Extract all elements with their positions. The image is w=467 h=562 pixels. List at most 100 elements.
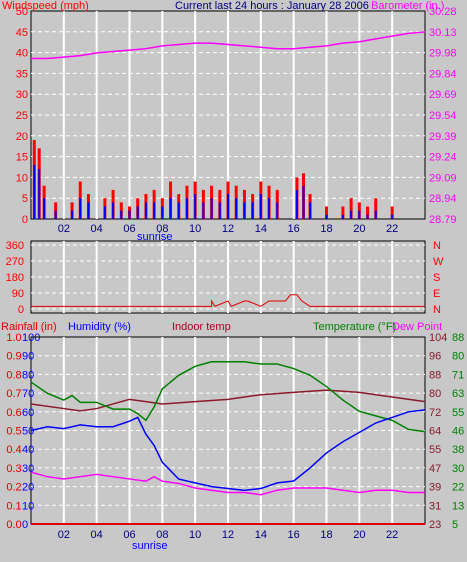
x-tick-label: 08 <box>156 223 168 235</box>
wind-average-bar <box>144 202 147 219</box>
wind-average-bar <box>325 214 328 219</box>
wind-average-bar <box>350 210 353 219</box>
rainfall-y-tick-label: 0.7 <box>6 388 21 400</box>
rainfall-y-tick-label: 0.2 <box>6 482 21 494</box>
indoor-y-tick-label: 31 <box>429 500 441 512</box>
wind-average-bar <box>374 210 377 219</box>
wind-average-bar <box>79 198 82 219</box>
wind-average-bar <box>153 202 156 219</box>
x-tick-label: 10 <box>189 223 201 235</box>
rainfall-axis-title: Rainfall (in) <box>1 321 57 333</box>
temperature-y-tick-label: 71 <box>452 369 464 381</box>
temperature-y-tick-label: 5 <box>452 519 458 531</box>
compass-tick-label: W <box>433 256 444 268</box>
wind-average-bar <box>54 210 57 219</box>
direction-y-tick-label: 270 <box>6 256 24 268</box>
x-tick-label: 02 <box>58 529 70 541</box>
wind-gust-bar <box>374 198 378 219</box>
wind-average-bar <box>218 202 221 219</box>
wind-average-bar <box>268 198 271 219</box>
humidity-y-tick-label: 50 <box>22 426 34 438</box>
temperature-y-tick-label: 55 <box>452 407 464 419</box>
wind-gust-bar <box>325 206 328 219</box>
wind-average-bar <box>112 202 115 219</box>
temperature-y-tick-label: 80 <box>452 351 464 363</box>
x-tick-label: 12 <box>222 529 234 541</box>
humidity-y-tick-label: 100 <box>22 332 40 344</box>
humidity-y-tick-label: 10 <box>22 500 34 512</box>
wind-gust-bar <box>390 206 394 219</box>
indoor-y-tick-label: 96 <box>429 351 441 363</box>
humidity-y-tick-label: 40 <box>22 444 34 456</box>
x-tick-label: 10 <box>189 529 201 541</box>
x-tick-label: 04 <box>91 223 103 235</box>
barometer-y-tick-label: 29.69 <box>429 89 457 101</box>
wind-average-bar <box>38 169 41 219</box>
humidity-y-tick-label: 80 <box>22 369 34 381</box>
rainfall-y-tick-label: 0.8 <box>6 369 21 381</box>
x-tick-label: 18 <box>320 223 332 235</box>
dewpoint-axis-title: Dew Point <box>392 321 442 333</box>
rainfall-y-tick-label: 0.0 <box>6 519 21 531</box>
wind-average-bar <box>366 214 369 219</box>
barometer-y-tick-label: 30.28 <box>429 6 457 18</box>
x-tick-label: 16 <box>288 529 300 541</box>
compass-tick-label: E <box>433 288 440 300</box>
rainfall-y-tick-label: 0.4 <box>6 444 21 456</box>
temperature-y-tick-label: 22 <box>452 482 464 494</box>
direction-y-tick-label: 0 <box>18 304 24 316</box>
wind-y-tick-label: 50 <box>16 6 28 18</box>
x-tick-label: 12 <box>222 223 234 235</box>
wind-gust-bar <box>366 206 370 219</box>
indoor-y-tick-label: 104 <box>429 332 447 344</box>
compass-tick-label: N <box>433 304 441 316</box>
temperature-y-tick-label: 13 <box>452 500 464 512</box>
wind-average-bar <box>185 198 188 219</box>
barometer-line <box>31 31 426 60</box>
humidity-y-tick-label: 90 <box>22 351 34 363</box>
x-tick-label: 06 <box>123 223 135 235</box>
direction-y-tick-label: 90 <box>12 288 24 300</box>
humidity-line <box>30 409 426 492</box>
wind-y-tick-label: 5 <box>22 193 28 205</box>
x-tick-label: 18 <box>320 529 332 541</box>
wind-y-tick-label: 0 <box>22 214 28 226</box>
compass-tick-label: N <box>433 240 441 252</box>
rainfall-y-tick-label: 0.1 <box>6 500 21 512</box>
wind-average-bar <box>169 198 172 219</box>
humidity-y-tick-label: 60 <box>22 407 34 419</box>
wind-average-bar <box>227 194 229 219</box>
rainfall-y-tick-label: 0.3 <box>6 463 21 475</box>
indoor-y-tick-label: 80 <box>429 388 441 400</box>
x-tick-label: 22 <box>386 529 398 541</box>
barometer-y-tick-label: 30.13 <box>429 27 457 39</box>
wind-y-tick-label: 15 <box>16 152 28 164</box>
indoor-y-tick-label: 88 <box>429 369 441 381</box>
dewpoint-line <box>30 471 425 496</box>
temperature-line <box>30 361 426 433</box>
barometer-y-tick-label: 29.84 <box>429 68 457 80</box>
compass-tick-label: S <box>433 272 440 284</box>
chart-title: Current last 24 hours : January 28 2006 <box>175 0 369 12</box>
barometer-y-tick-label: 29.54 <box>429 110 457 122</box>
wind-average-bar <box>358 210 361 219</box>
barometer-axis-title: Barometer (in.) <box>371 0 444 12</box>
wind-average-bar <box>309 202 312 219</box>
wind-average-bar <box>341 214 344 219</box>
indoor-y-tick-label: 72 <box>429 407 441 419</box>
wind-average-bar <box>259 194 262 219</box>
x-tick-label: 20 <box>353 223 365 235</box>
x-tick-label: 08 <box>156 529 168 541</box>
wind-y-tick-label: 35 <box>16 68 28 80</box>
direction-y-tick-label: 180 <box>6 272 24 284</box>
x-tick-label: 04 <box>91 529 103 541</box>
wind-average-bar <box>194 194 197 219</box>
wind-average-bar <box>87 202 90 219</box>
humidity-y-tick-label: 30 <box>22 463 34 475</box>
temperature-y-tick-label: 88 <box>452 332 464 344</box>
wind-average-bar <box>33 164 36 219</box>
wind-average-bar <box>276 202 279 219</box>
wind-average-bar <box>103 206 106 219</box>
